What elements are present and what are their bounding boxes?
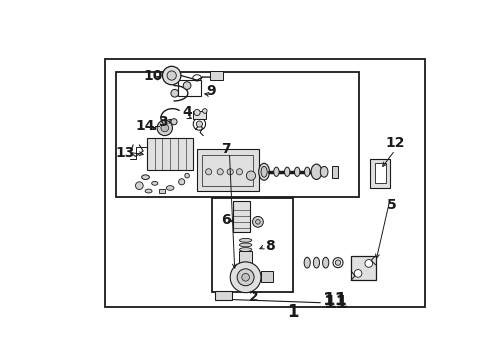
- Bar: [214, 291, 231, 300]
- Text: 6: 6: [220, 213, 230, 227]
- Text: 11: 11: [323, 291, 347, 309]
- Ellipse shape: [304, 257, 310, 268]
- Ellipse shape: [304, 167, 309, 176]
- Text: 3: 3: [157, 115, 167, 129]
- Ellipse shape: [273, 167, 279, 176]
- Text: 14: 14: [136, 120, 155, 133]
- Text: 11: 11: [324, 294, 348, 312]
- Bar: [350, 256, 375, 280]
- Bar: [147, 138, 193, 170]
- Ellipse shape: [261, 166, 266, 177]
- Bar: [197, 149, 258, 191]
- Circle shape: [196, 121, 202, 127]
- Ellipse shape: [310, 164, 321, 180]
- Circle shape: [236, 169, 242, 175]
- Bar: [369, 159, 389, 188]
- Ellipse shape: [258, 163, 269, 180]
- Bar: [239, 251, 251, 266]
- Bar: [212, 198, 293, 292]
- Bar: [261, 271, 273, 282]
- Ellipse shape: [335, 260, 340, 265]
- Text: 1: 1: [287, 303, 299, 321]
- Circle shape: [252, 216, 263, 227]
- Circle shape: [178, 179, 184, 185]
- Ellipse shape: [239, 243, 251, 247]
- Text: 7: 7: [220, 143, 230, 157]
- Bar: [210, 71, 222, 80]
- Ellipse shape: [239, 264, 251, 270]
- Circle shape: [353, 270, 361, 277]
- Ellipse shape: [322, 257, 328, 268]
- Circle shape: [205, 169, 211, 175]
- Circle shape: [230, 262, 261, 293]
- Ellipse shape: [239, 238, 251, 242]
- Ellipse shape: [151, 181, 158, 185]
- Ellipse shape: [294, 167, 299, 176]
- Ellipse shape: [239, 252, 251, 256]
- Bar: [374, 163, 385, 183]
- Ellipse shape: [313, 257, 319, 268]
- Ellipse shape: [320, 166, 327, 177]
- Bar: [202, 155, 252, 186]
- Text: 8: 8: [265, 239, 275, 253]
- Bar: [105, 59, 424, 307]
- Text: 13: 13: [116, 145, 135, 159]
- Circle shape: [167, 71, 176, 80]
- Text: 2: 2: [248, 290, 258, 304]
- Bar: [193, 111, 205, 119]
- Circle shape: [364, 260, 372, 267]
- Circle shape: [246, 171, 255, 180]
- Bar: [178, 80, 201, 95]
- Circle shape: [183, 82, 190, 89]
- Bar: [331, 166, 337, 178]
- Circle shape: [157, 120, 172, 136]
- Circle shape: [171, 119, 177, 125]
- Circle shape: [135, 182, 143, 189]
- Text: 12: 12: [385, 136, 404, 150]
- Circle shape: [171, 89, 178, 97]
- Bar: [158, 189, 164, 193]
- Circle shape: [161, 124, 168, 132]
- Bar: [233, 201, 250, 232]
- Ellipse shape: [145, 189, 152, 193]
- Circle shape: [237, 269, 254, 286]
- Text: 10: 10: [143, 68, 163, 82]
- Bar: [116, 72, 358, 197]
- Circle shape: [241, 274, 249, 281]
- Circle shape: [184, 173, 189, 178]
- Ellipse shape: [166, 186, 174, 190]
- Circle shape: [255, 220, 260, 224]
- Ellipse shape: [239, 248, 251, 252]
- Ellipse shape: [284, 167, 289, 176]
- Text: 9: 9: [206, 84, 215, 98]
- Circle shape: [217, 169, 223, 175]
- Ellipse shape: [142, 175, 149, 180]
- Text: 5: 5: [386, 198, 396, 212]
- Circle shape: [226, 169, 233, 175]
- Circle shape: [194, 109, 200, 116]
- Circle shape: [162, 66, 181, 85]
- Text: 4: 4: [182, 105, 192, 120]
- Circle shape: [202, 109, 207, 113]
